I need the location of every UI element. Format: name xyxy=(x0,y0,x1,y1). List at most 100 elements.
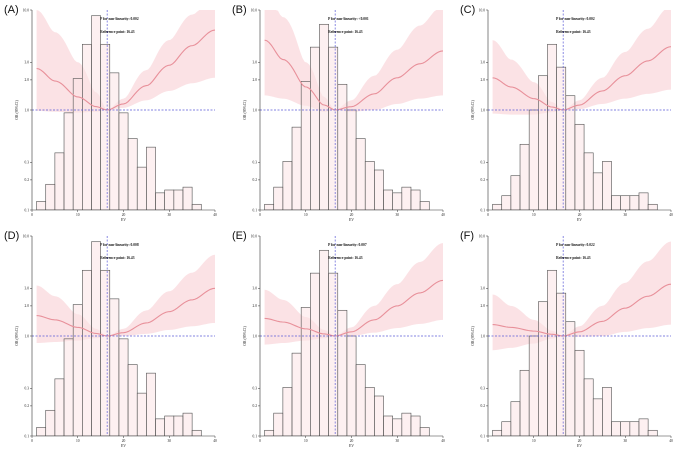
x-tick-label: 30 xyxy=(167,213,171,217)
panel-label: (B) xyxy=(232,4,247,16)
x-tick-label: 10 xyxy=(76,439,80,443)
y-tick-label: 3.0 xyxy=(481,61,486,65)
histogram-bar xyxy=(72,304,83,436)
x-axis-title: EV xyxy=(121,218,126,222)
spline-curve xyxy=(264,39,443,111)
y-tick-label: 0.3 xyxy=(253,161,258,165)
panel-label: (C) xyxy=(460,4,475,16)
x-tick-label: 20 xyxy=(122,439,126,443)
histogram-bar xyxy=(592,398,603,436)
x-tick-label: 0 xyxy=(259,439,261,443)
y-tick-label: 0.3 xyxy=(25,161,30,165)
nonlinearity-annotation: P for non-linearity: <0.001 xyxy=(328,17,369,21)
y-tick-label: 1.0 xyxy=(25,334,30,338)
x-tick-label: 20 xyxy=(350,213,354,217)
y-tick-label: 10.0 xyxy=(479,8,485,12)
y-tick-label: 10.0 xyxy=(251,234,257,238)
histogram-bar xyxy=(392,418,403,436)
histogram-bar xyxy=(528,335,539,436)
histogram-bar xyxy=(182,186,193,210)
histogram-bar xyxy=(109,298,120,436)
x-axis-title: EV xyxy=(349,218,354,222)
histogram-bar xyxy=(264,203,275,210)
histogram-bar xyxy=(319,249,329,436)
y-tick-label: 2.0 xyxy=(481,78,486,82)
histogram-bar xyxy=(146,372,156,436)
histogram-bar xyxy=(629,195,640,210)
y-tick-label: 0.3 xyxy=(481,161,486,165)
confidence-band xyxy=(36,254,215,344)
y-axis-title: OR (95%CI) xyxy=(15,100,19,120)
y-tick-label: 1.0 xyxy=(481,108,486,112)
histogram-bar xyxy=(36,427,47,436)
histogram-bar xyxy=(337,309,348,436)
histogram-bar xyxy=(574,349,585,436)
histogram-bar xyxy=(146,146,156,210)
y-tick-label: 0.2 xyxy=(481,178,486,182)
y-tick-label: 3.0 xyxy=(25,61,30,65)
histogram-bar xyxy=(374,169,384,210)
x-tick-label: 20 xyxy=(578,439,582,443)
histogram-bar xyxy=(355,364,366,436)
panel-label: (D) xyxy=(4,230,19,242)
confidence-band xyxy=(492,10,671,115)
histogram-bar xyxy=(36,201,47,210)
histogram-bar xyxy=(328,272,339,436)
y-tick-label: 0.2 xyxy=(253,404,258,408)
x-tick-label: 20 xyxy=(122,213,126,217)
confidence-band xyxy=(36,10,215,113)
histogram-bar xyxy=(54,152,65,210)
x-tick-label: 40 xyxy=(669,439,673,443)
histogram-bar xyxy=(492,203,503,210)
y-tick-label: 0.3 xyxy=(25,387,30,391)
histogram-bar xyxy=(346,109,357,210)
x-tick-label: 30 xyxy=(167,439,171,443)
x-tick-label: 10 xyxy=(304,213,308,217)
histogram-bar xyxy=(164,415,175,436)
histogram-bar xyxy=(392,192,403,210)
y-tick-label: 10.0 xyxy=(251,8,257,12)
y-tick-label: 10.0 xyxy=(479,234,485,238)
histogram-bar xyxy=(538,75,548,210)
histogram-bar xyxy=(647,203,658,210)
histogram-bar xyxy=(300,307,311,436)
reference-annotation: Reference point: 16.43 xyxy=(556,256,591,260)
histogram-bar xyxy=(173,189,184,210)
histogram-bar xyxy=(638,192,649,210)
nonlinearity-annotation: P for non-linearity: 0.002 xyxy=(100,17,139,21)
histogram-bar xyxy=(54,378,65,436)
panel-label: (A) xyxy=(4,4,19,16)
panel-label: (E) xyxy=(232,230,247,242)
y-tick-label: 2.0 xyxy=(253,78,258,82)
histogram-bar xyxy=(620,421,631,436)
histogram-bar xyxy=(72,78,83,210)
x-axis-title: EV xyxy=(349,444,354,448)
histogram-bar xyxy=(602,387,612,436)
histogram-bar xyxy=(191,203,202,210)
reference-annotation: Reference point: 16.43 xyxy=(328,30,363,34)
histogram-bar xyxy=(419,427,430,436)
nonlinearity-annotation: P for non-linearity: 0.008 xyxy=(100,243,139,247)
histogram-bar xyxy=(374,395,384,436)
panel-f: 10.0 3.0 2.0 1.0 0.3 0.2 0.10 10 20 30 40 EV OR (95%… xyxy=(460,230,673,448)
histogram-bar xyxy=(565,321,576,436)
histogram-bar xyxy=(118,112,129,210)
histogram-bar xyxy=(291,126,302,210)
panel-a: 10.0 3.0 2.0 1.0 0.3 0.2 0.10 10 20 30 40 EV OR (95%… xyxy=(4,4,217,222)
y-tick-label: 0.1 xyxy=(25,208,30,212)
histogram-bar xyxy=(109,72,120,210)
y-tick-label: 1.0 xyxy=(25,108,30,112)
x-tick-label: 40 xyxy=(441,439,445,443)
histogram-bar xyxy=(155,192,165,210)
x-tick-label: 0 xyxy=(31,213,33,217)
histogram-bar xyxy=(264,429,275,436)
y-tick-label: 0.2 xyxy=(253,178,258,182)
histogram-bar xyxy=(91,241,101,436)
histogram-bar xyxy=(419,201,430,210)
histogram-bar xyxy=(337,83,348,210)
x-tick-label: 0 xyxy=(487,439,489,443)
histogram-bar xyxy=(611,421,621,436)
y-tick-label: 3.0 xyxy=(253,61,258,65)
y-tick-label: 0.2 xyxy=(25,178,30,182)
x-tick-label: 0 xyxy=(487,213,489,217)
